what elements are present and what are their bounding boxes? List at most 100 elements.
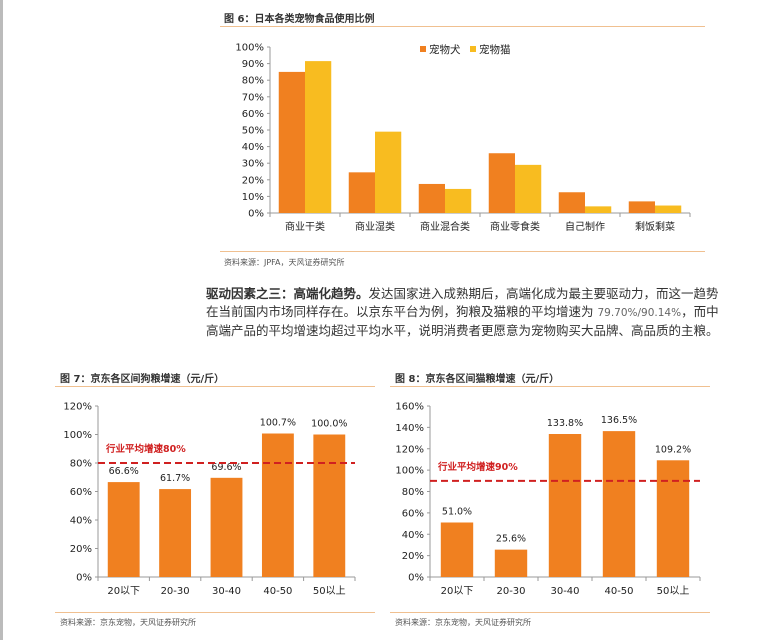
chart6-title: 图 6：日本各类宠物食品使用比例	[224, 14, 375, 25]
x-tick-label: 商业干类	[285, 220, 325, 233]
bar-宠物猫	[445, 188, 472, 213]
para-text: 发达国家进入成熟期后，高端化成为最主要驱动力，而这一趋势在当前国内市场同样存在。…	[206, 286, 719, 319]
average-label: 行业平均增速90%	[437, 461, 518, 473]
y-tick-label: 70%	[242, 92, 264, 103]
x-tick-label: 50以上	[313, 585, 346, 597]
bar-宠物犬	[488, 153, 515, 213]
y-tick-label: 80%	[242, 76, 264, 87]
data-label: 133.8%	[547, 418, 583, 429]
y-tick-label: 20%	[70, 544, 92, 555]
x-tick-label: 商业湿类	[355, 220, 395, 233]
x-tick-label: 剩饭剩菜	[635, 220, 675, 233]
bar-宠物犬	[278, 71, 305, 214]
y-tick-label: 30%	[242, 159, 264, 170]
bar	[494, 549, 528, 577]
y-tick-label: 40%	[402, 530, 424, 541]
legend-label: 宠物犬	[429, 43, 461, 56]
data-label: 69.6%	[211, 462, 241, 473]
legend-swatch	[470, 46, 476, 52]
y-tick-label: 50%	[242, 126, 264, 137]
y-tick-label: 0%	[408, 573, 424, 584]
y-tick-label: 100%	[235, 43, 264, 54]
bar-宠物猫	[515, 164, 542, 213]
bar	[261, 433, 294, 577]
y-tick-label: 40%	[70, 516, 92, 527]
data-label: 51.0%	[442, 506, 472, 517]
divider	[55, 612, 375, 613]
legend-swatch	[420, 46, 426, 52]
y-tick-label: 20%	[402, 551, 424, 562]
bar	[313, 434, 346, 577]
y-tick-label: 100%	[63, 430, 92, 441]
y-tick-label: 0%	[248, 209, 264, 220]
bar	[656, 460, 690, 577]
y-tick-label: 40%	[242, 142, 264, 153]
x-tick-label: 30-40	[550, 586, 579, 597]
y-tick-label: 140%	[395, 423, 424, 434]
x-tick-label: 50以上	[657, 585, 690, 597]
y-tick-label: 60%	[242, 109, 264, 120]
page-edge	[0, 0, 3, 640]
x-tick-label: 40-50	[263, 586, 292, 597]
bar-宠物猫	[585, 206, 612, 213]
chart6-source: 资料来源：JPFA，天风证券研究所	[224, 258, 345, 267]
data-label: 136.5%	[601, 415, 637, 426]
y-tick-label: 60%	[70, 487, 92, 498]
bar	[107, 482, 140, 577]
bar	[159, 489, 192, 577]
x-tick-label: 商业混合类	[420, 220, 470, 233]
bar	[440, 522, 474, 577]
x-tick-label: 20-30	[161, 586, 190, 597]
y-tick-label: 80%	[70, 459, 92, 470]
bar-宠物犬	[418, 183, 445, 213]
data-label: 100.0%	[311, 419, 347, 430]
y-tick-label: 80%	[402, 487, 424, 498]
bar	[548, 434, 582, 577]
bar-宠物猫	[375, 131, 402, 213]
body-paragraph: 驱动因素之三：高端化趋势。发达国家进入成熟期后，高端化成为最主要驱动力，而这一趋…	[206, 285, 726, 340]
data-label: 61.7%	[160, 473, 190, 484]
data-label: 25.6%	[496, 534, 526, 545]
x-tick-label: 自己制作	[565, 220, 605, 233]
divider	[390, 612, 710, 613]
data-label: 109.2%	[655, 444, 691, 455]
y-tick-label: 120%	[395, 444, 424, 455]
y-tick-label: 20%	[242, 175, 264, 186]
y-tick-label: 90%	[242, 59, 264, 70]
x-tick-label: 40-50	[604, 586, 633, 597]
x-tick-label: 商业零食类	[490, 220, 540, 233]
bar-宠物犬	[348, 172, 375, 213]
x-tick-label: 20-30	[496, 586, 525, 597]
y-tick-label: 160%	[395, 402, 424, 413]
bar-宠物猫	[305, 61, 332, 213]
y-tick-label: 60%	[402, 508, 424, 519]
y-tick-label: 100%	[395, 466, 424, 477]
x-tick-label: 20以下	[441, 586, 474, 597]
average-label: 行业平均增速80%	[105, 443, 186, 455]
bar	[210, 477, 243, 577]
chart7-title: 图 7：京东各区间狗粮增速（元/斤）	[60, 374, 225, 385]
x-tick-label: 20以下	[107, 586, 140, 597]
chart8-title: 图 8：京东各区间猫粮增速（元/斤）	[395, 374, 560, 385]
data-label: 100.7%	[260, 418, 296, 429]
bar-宠物猫	[655, 205, 682, 213]
y-tick-label: 0%	[76, 573, 92, 584]
legend-label: 宠物猫	[479, 43, 511, 56]
data-label: 66.6%	[109, 466, 139, 477]
bar-宠物犬	[628, 201, 655, 213]
para-numbers: 79.70%/90.14%	[597, 306, 682, 319]
divider	[220, 251, 705, 252]
chart8-source: 资料来源：京东宠物，天风证券研究所	[395, 618, 531, 627]
para-text: ，而中高端产品的平均增速均超过平均水平，说明消费者更愿意为宠物购买大品牌、高品质…	[206, 303, 719, 339]
divider	[390, 386, 710, 387]
y-tick-label: 120%	[63, 402, 92, 413]
y-tick-label: 10%	[242, 192, 264, 203]
divider	[220, 26, 705, 27]
x-tick-label: 30-40	[212, 586, 241, 597]
para-heading: 驱动因素之三：高端化趋势。	[206, 286, 369, 301]
chart7-source: 资料来源：京东宠物，天风证券研究所	[60, 618, 196, 627]
bar	[602, 431, 636, 577]
bar-宠物犬	[558, 192, 585, 213]
divider	[55, 386, 375, 387]
